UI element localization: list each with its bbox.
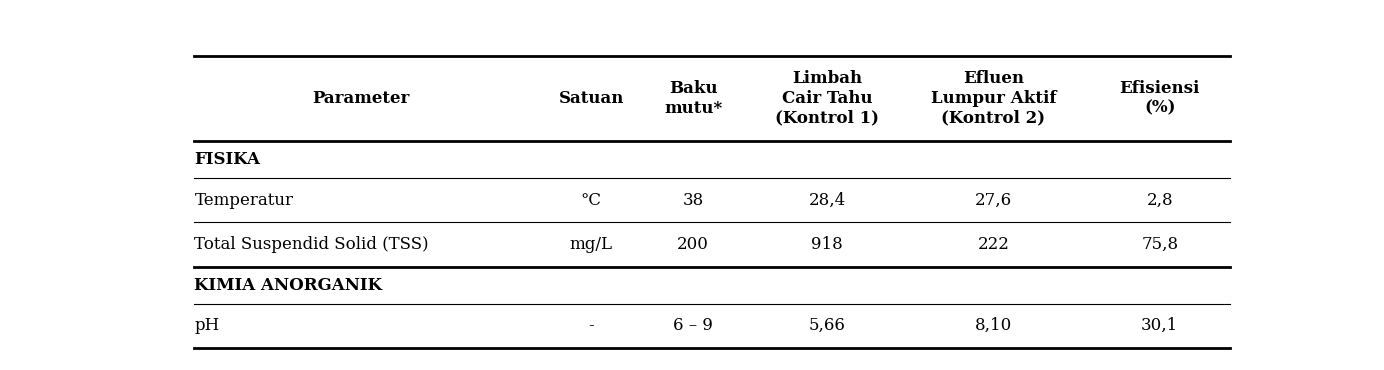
- Text: -: -: [588, 317, 594, 334]
- Text: Efisiensi
(%): Efisiensi (%): [1120, 80, 1200, 117]
- Text: mg/L: mg/L: [570, 236, 613, 253]
- Text: 38: 38: [682, 192, 704, 209]
- Text: Parameter: Parameter: [311, 90, 410, 107]
- Text: KIMIA ANORGANIK: KIMIA ANORGANIK: [194, 277, 382, 294]
- Text: 2,8: 2,8: [1146, 192, 1174, 209]
- Text: Total Suspendid Solid (TSS): Total Suspendid Solid (TSS): [194, 236, 429, 253]
- Text: Baku
mutu*: Baku mutu*: [664, 80, 722, 117]
- Text: 30,1: 30,1: [1142, 317, 1178, 334]
- Text: pH: pH: [194, 317, 220, 334]
- Text: 6 – 9: 6 – 9: [673, 317, 713, 334]
- Text: Limbah
Cair Tahu
(Kontrol 1): Limbah Cair Tahu (Kontrol 1): [775, 70, 879, 127]
- Text: 75,8: 75,8: [1142, 236, 1178, 253]
- Text: °C: °C: [581, 192, 602, 209]
- Text: FISIKA: FISIKA: [194, 151, 260, 168]
- Text: 200: 200: [677, 236, 709, 253]
- Text: 28,4: 28,4: [808, 192, 846, 209]
- Text: Satuan: Satuan: [559, 90, 624, 107]
- Text: 918: 918: [811, 236, 843, 253]
- Text: 222: 222: [977, 236, 1009, 253]
- Text: Efluen
Lumpur Aktif
(Kontrol 2): Efluen Lumpur Aktif (Kontrol 2): [931, 70, 1056, 127]
- Text: 8,10: 8,10: [974, 317, 1012, 334]
- Text: 27,6: 27,6: [974, 192, 1012, 209]
- Text: 5,66: 5,66: [808, 317, 846, 334]
- Text: Temperatur: Temperatur: [194, 192, 293, 209]
